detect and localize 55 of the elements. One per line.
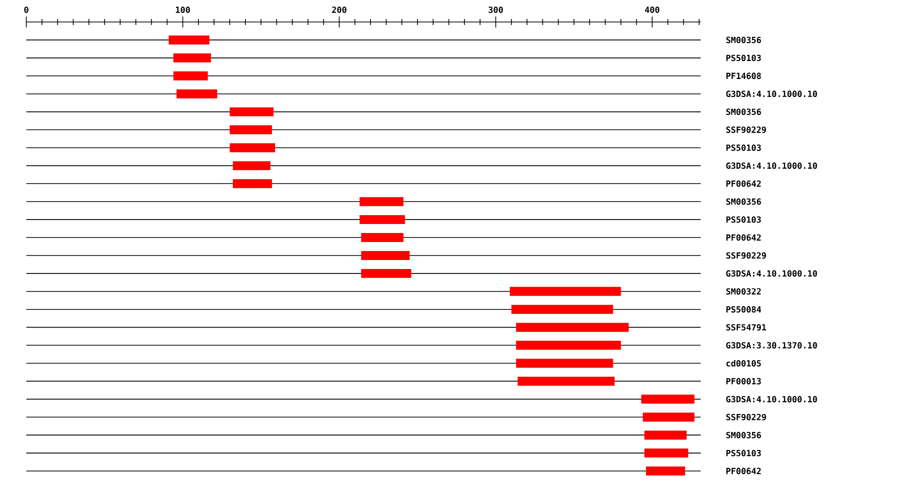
- y-tick-label: G3DSA:4.10.1000.10: [726, 90, 817, 98]
- y-tick-label: PS50103: [726, 216, 761, 223]
- bar: [360, 215, 405, 224]
- y-tick-label: SM00322: [726, 288, 761, 295]
- y-tick-label: SSF90229: [726, 126, 766, 133]
- y-tick-label: PF00642: [726, 180, 761, 187]
- y-tick-label: SM00356: [726, 198, 761, 205]
- bar: [173, 53, 211, 62]
- y-tick-label: PF00642: [726, 234, 761, 241]
- y-tick-label: G3DSA:4.10.1000.10: [726, 162, 817, 169]
- x-tick-label: 0: [24, 6, 28, 13]
- bar: [232, 161, 270, 170]
- bar: [173, 71, 208, 80]
- y-tick-label: SSF54791: [726, 324, 766, 331]
- bar: [644, 448, 688, 458]
- bar: [644, 430, 687, 440]
- y-tick-label: PF14608: [726, 72, 761, 80]
- bar: [230, 107, 274, 116]
- y-tick-label: G3DSA:3.30.1370.10: [726, 342, 817, 348]
- bar: [176, 89, 218, 98]
- bar: [230, 143, 276, 152]
- y-tick-label: PS50084: [726, 306, 762, 313]
- bar: [360, 197, 404, 206]
- y-tick-label: G3DSA:4.10.1000.10: [726, 270, 817, 277]
- x-tick-label: 400: [644, 6, 660, 13]
- bar: [361, 268, 412, 278]
- y-tick-label: cd00105: [726, 360, 761, 367]
- bar: [516, 358, 614, 368]
- bar: [642, 412, 694, 422]
- y-tick-label: PS50103: [726, 144, 761, 151]
- bar: [646, 466, 686, 476]
- bar: [232, 179, 272, 188]
- bar: [230, 125, 272, 134]
- y-tick-label: PS50103: [726, 54, 761, 62]
- x-tick-label: 200: [332, 6, 346, 13]
- bar: [516, 340, 621, 350]
- y-tick-label: SM00356: [726, 108, 761, 116]
- y-tick-label: PF00013: [726, 378, 761, 384]
- bar: [510, 286, 621, 296]
- y-tick-label: SSF90229: [726, 414, 766, 420]
- x-tick-label: 300: [488, 6, 503, 13]
- bar: [516, 322, 629, 332]
- y-tick-label: G3DSA:4.10.1000.10: [726, 396, 817, 402]
- bar: [641, 394, 694, 404]
- y-tick-label: SM00356: [726, 36, 761, 44]
- y-tick-label: PS50103: [726, 450, 761, 456]
- bar: [361, 233, 404, 242]
- y-tick-label: SSF90229: [726, 252, 766, 259]
- x-tick-label: 100: [176, 6, 190, 13]
- y-tick-label: SM00356: [726, 432, 761, 438]
- bar: [168, 35, 210, 44]
- bar: [511, 304, 614, 314]
- bar: [518, 376, 615, 386]
- y-tick-label: PF00642: [726, 468, 761, 474]
- bar: [361, 250, 410, 260]
